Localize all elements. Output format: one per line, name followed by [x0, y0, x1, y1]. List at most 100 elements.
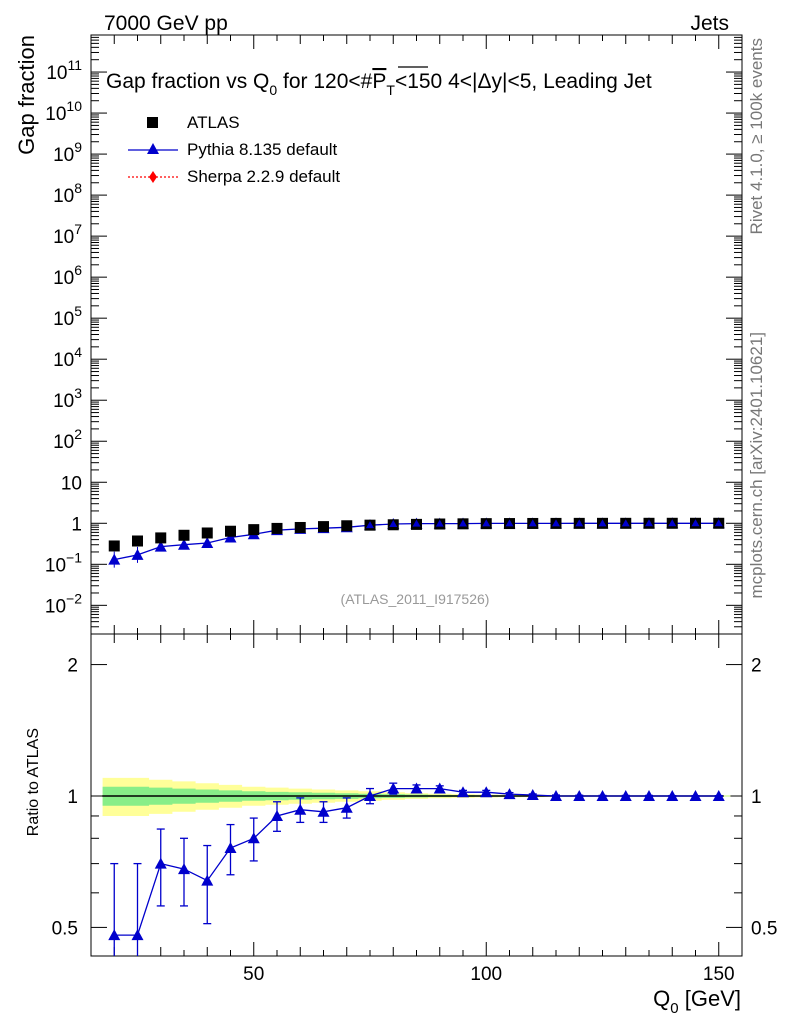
- legend-pythia-label: Pythia 8.135 default: [187, 140, 338, 159]
- upper-ytick-exp: 4: [74, 344, 82, 360]
- upper-pythia-overlay: [598, 519, 607, 527]
- legend-sherpa-marker: [149, 171, 157, 183]
- upper-atlas-point: [108, 540, 120, 552]
- ratio-pythia-point: [643, 789, 655, 801]
- upper-ytick-base: 10: [53, 432, 74, 453]
- ratio-pythia-point: [550, 789, 562, 801]
- upper-pythia-overlay: [389, 520, 398, 528]
- upper-pythia-point: [154, 540, 167, 552]
- upper-pythia-point: [201, 537, 214, 549]
- upper-atlas-point: [132, 535, 143, 547]
- title-p: P: [372, 70, 386, 93]
- legend-sherpa-label: Sherpa 2.2.9 default: [187, 167, 340, 186]
- upper-ytick-base: 10: [53, 186, 74, 207]
- upper-ytick-exp: −2: [66, 590, 82, 606]
- ratio-pythia-point: [433, 782, 446, 794]
- legend-atlas-label: ATLAS: [187, 113, 240, 132]
- chart-title: Gap fraction vs Q0 for 120<#PT<150 4<|Δy…: [106, 70, 652, 98]
- upper-ytick-exp: 7: [74, 221, 82, 237]
- upper-ytick-label: 10−1: [45, 549, 82, 576]
- upper-ytick-base: 10: [53, 350, 74, 371]
- upper-ytick-base: 1: [71, 514, 82, 535]
- lower-ytick-label-left: 1: [67, 787, 78, 808]
- lower-ytick-label-left: 0.5: [52, 918, 78, 939]
- upper-pythia-overlay: [435, 519, 444, 527]
- lower-ytick-label-left: 2: [67, 656, 78, 677]
- xtick-label: 100: [470, 964, 502, 985]
- upper-ytick-label: 10−2: [45, 590, 82, 617]
- upper-ytick-base: 10: [46, 63, 67, 84]
- upper-ytick-exp: 5: [74, 303, 82, 319]
- upper-pythia-overlay: [528, 519, 537, 527]
- upper-ytick-exp: 6: [74, 262, 82, 278]
- upper-ytick-exp: 9: [74, 139, 82, 155]
- upper-ytick-base: 10: [45, 104, 66, 125]
- lower-ytick-label-right: 2: [751, 656, 762, 677]
- ratio-pythia-point: [526, 789, 539, 801]
- upper-ytick-exp: −1: [66, 549, 82, 565]
- upper-atlas-point: [318, 521, 329, 533]
- ratio-pythia-point: [457, 786, 469, 798]
- upper-ytick-label: 105: [53, 303, 82, 330]
- upper-atlas-point: [178, 529, 190, 541]
- upper-pythia-point: [131, 548, 144, 560]
- ratio-pythia-point: [619, 789, 632, 801]
- ratio-pythia-point: [712, 789, 725, 801]
- title-prefix: Gap fraction vs Q: [106, 70, 269, 93]
- header-left: 7000 GeV pp: [104, 12, 228, 35]
- upper-pythia-point: [108, 553, 121, 565]
- ratio-pythia-point: [178, 863, 190, 875]
- upper-pythia-overlay: [668, 519, 677, 527]
- upper-ytick-label: 103: [53, 385, 82, 412]
- chart-marks: 10−210−111010210310410510610710810910101…: [45, 34, 777, 985]
- ratio-pythia-point: [480, 786, 493, 798]
- upper-pythia-overlay: [459, 519, 467, 527]
- ratio-pythia-point: [317, 805, 330, 817]
- upper-ytick-label: 1: [71, 514, 82, 535]
- upper-ytick-base: 10: [53, 227, 74, 248]
- upper-pythia-point: [224, 531, 237, 543]
- upper-ytick-label: 108: [53, 180, 82, 207]
- upper-ytick-label: 102: [53, 426, 82, 453]
- ratio-pythia-point: [387, 782, 400, 794]
- upper-ytick-exp: 10: [66, 98, 82, 114]
- ratio-pythia-point: [224, 842, 237, 854]
- ratio-pythia-point: [340, 801, 353, 813]
- ratio-pythia-point: [201, 874, 214, 886]
- upper-pythia-overlay: [691, 519, 700, 527]
- xtick-label: 50: [243, 964, 264, 985]
- upper-pythia-overlay: [621, 519, 630, 527]
- xtick-label: 150: [703, 964, 735, 985]
- ratio-pythia-point: [573, 789, 586, 801]
- upper-ytick-exp: 3: [74, 385, 82, 401]
- ratio-pythia-point: [294, 803, 307, 815]
- ratio-pythia-point: [271, 809, 283, 821]
- upper-ytick-base: 10: [53, 391, 74, 412]
- upper-ytick-base: 10: [53, 145, 74, 166]
- legend-pythia-marker: [147, 143, 159, 154]
- upper-ytick-base: 10: [53, 309, 74, 330]
- upper-ytick-base: 10: [61, 473, 82, 494]
- title-sub0: 0: [269, 82, 277, 98]
- ratio-pythia-point: [503, 788, 516, 800]
- upper-pythia-overlay: [366, 521, 374, 529]
- upper-pythia-overlay: [552, 519, 560, 527]
- upper-ytick-exp: 11: [67, 57, 82, 73]
- upper-atlas-point: [225, 525, 236, 537]
- upper-ytick-label: 109: [53, 139, 82, 166]
- ratio-pythia-point: [666, 789, 679, 801]
- upper-atlas-point: [155, 532, 167, 544]
- side-label-rivet: Rivet 4.1.0, ≥ 100k events: [747, 38, 766, 234]
- title-t: T: [386, 82, 395, 98]
- watermark: (ATLAS_2011_I917526): [341, 591, 490, 607]
- header-right: Jets: [690, 12, 729, 35]
- upper-ytick-label: 1010: [45, 98, 82, 125]
- ratio-pythia-point: [596, 789, 609, 801]
- upper-pythia-point: [178, 538, 190, 550]
- upper-atlas-point: [271, 522, 283, 534]
- lower-ytick-label-right: 0.5: [751, 918, 777, 939]
- ratio-pythia-point: [108, 929, 121, 941]
- ratio-pythia-point: [131, 929, 144, 941]
- upper-atlas-point: [341, 520, 353, 532]
